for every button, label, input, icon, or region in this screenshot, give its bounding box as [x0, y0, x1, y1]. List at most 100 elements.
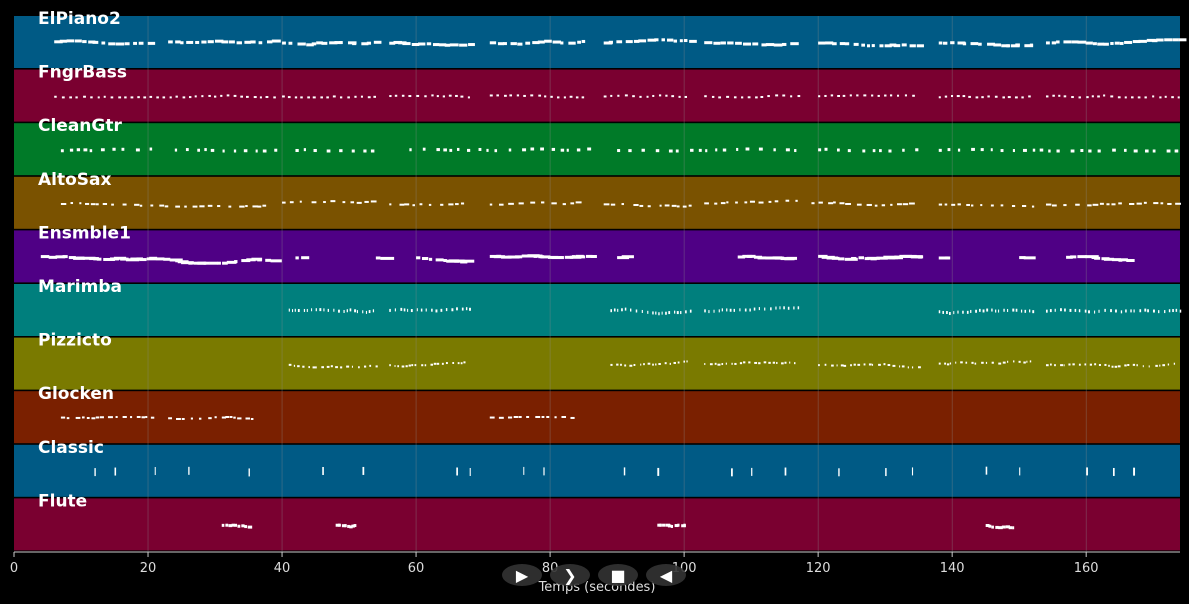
track-label: Classic — [38, 438, 104, 458]
play-button-bg[interactable] — [502, 564, 542, 586]
note — [1159, 96, 1162, 99]
note — [1002, 96, 1005, 99]
note — [899, 365, 901, 368]
note — [253, 96, 257, 99]
note — [208, 94, 211, 97]
note — [302, 365, 305, 368]
note — [773, 148, 776, 152]
note — [758, 147, 763, 151]
note — [793, 306, 795, 310]
note — [1063, 40, 1072, 44]
note — [403, 308, 406, 312]
note — [667, 524, 672, 528]
note — [1029, 360, 1032, 363]
note — [684, 95, 688, 98]
note — [979, 308, 981, 312]
note — [760, 95, 764, 98]
note — [1071, 96, 1074, 99]
note — [400, 307, 403, 311]
note — [569, 95, 573, 98]
note — [570, 202, 575, 205]
track-label: Glocken — [38, 384, 114, 404]
note — [1087, 204, 1092, 207]
note — [1143, 201, 1147, 204]
stop-button[interactable]: ■ — [598, 564, 638, 586]
note — [675, 149, 679, 153]
note — [222, 149, 225, 153]
note — [59, 39, 68, 43]
note — [468, 43, 475, 47]
note — [507, 416, 513, 419]
note — [70, 202, 74, 205]
note — [1088, 149, 1092, 153]
note — [755, 96, 758, 99]
note — [1077, 255, 1087, 259]
rewind-button[interactable]: ◀ — [646, 564, 686, 586]
play-button[interactable]: ▶ — [502, 564, 542, 586]
note — [658, 312, 660, 316]
note — [824, 94, 827, 97]
note — [824, 147, 828, 151]
note — [550, 95, 553, 98]
rewind-button-bg[interactable] — [646, 564, 686, 586]
note — [1097, 149, 1101, 153]
note — [993, 43, 1002, 47]
note — [885, 468, 887, 477]
note — [781, 42, 787, 46]
note — [770, 307, 772, 311]
note — [655, 149, 660, 153]
note — [250, 418, 254, 420]
note — [1060, 308, 1062, 312]
note — [704, 309, 706, 313]
forward-button-bg[interactable] — [550, 564, 590, 586]
forward-button[interactable]: ❯ — [550, 564, 590, 586]
note — [101, 41, 106, 45]
rewind-icon: ◀ — [660, 566, 673, 585]
note — [673, 39, 678, 43]
note — [270, 259, 282, 263]
note — [688, 204, 692, 207]
note — [112, 147, 116, 151]
note — [103, 95, 106, 98]
note — [114, 467, 117, 476]
note — [752, 42, 759, 46]
stop-button-bg[interactable] — [598, 564, 638, 586]
note — [319, 308, 322, 312]
note — [610, 203, 616, 206]
note — [308, 366, 310, 369]
note — [564, 255, 574, 259]
note — [666, 38, 674, 42]
note — [779, 306, 781, 310]
note — [451, 308, 454, 312]
note — [1000, 149, 1004, 153]
note — [765, 43, 775, 47]
note — [181, 418, 185, 420]
note — [517, 42, 523, 46]
note — [1103, 94, 1106, 97]
note — [676, 311, 679, 315]
note — [251, 257, 263, 261]
note — [498, 416, 504, 419]
note — [1171, 96, 1174, 99]
note — [970, 309, 972, 313]
note — [554, 416, 557, 419]
note — [1112, 467, 1115, 476]
note — [97, 96, 100, 99]
note — [199, 205, 205, 208]
note — [818, 364, 820, 367]
note — [247, 525, 253, 529]
note — [1015, 308, 1018, 312]
note — [647, 362, 651, 365]
note — [364, 200, 369, 203]
note — [889, 43, 897, 47]
note — [856, 94, 859, 97]
note — [217, 261, 221, 265]
note — [452, 361, 455, 364]
note — [576, 148, 581, 152]
note — [404, 203, 410, 206]
note — [1174, 149, 1179, 153]
note — [85, 202, 90, 205]
note — [570, 416, 575, 419]
x-tick-label: 160 — [1074, 561, 1099, 576]
note — [1108, 364, 1110, 367]
